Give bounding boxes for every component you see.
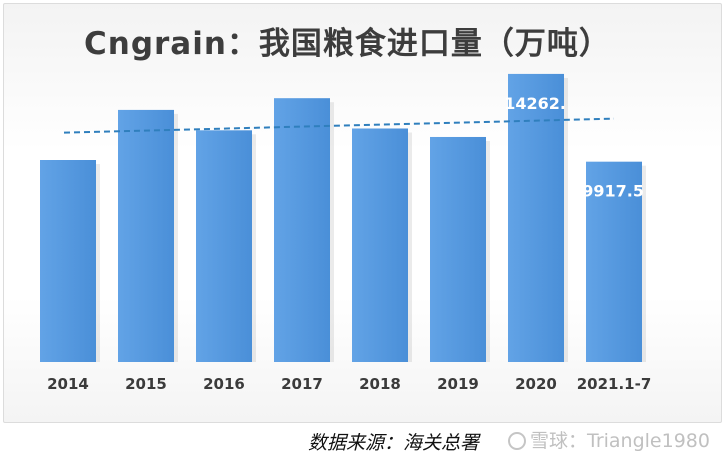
data-label: 14262. bbox=[504, 94, 566, 113]
bar-2014 bbox=[40, 160, 96, 362]
x-tick-label: 2017 bbox=[281, 375, 323, 393]
footer: 数据来源：海关总署 雪球：Triangle1980 bbox=[300, 424, 727, 456]
chart-title: Cngrain：我国粮食进口量（万吨） bbox=[84, 26, 611, 62]
x-tick-label: 2014 bbox=[47, 375, 89, 393]
data-label: 9917.5 bbox=[582, 182, 644, 201]
snowball-icon bbox=[508, 432, 526, 450]
watermark-text: 雪球：Triangle1980 bbox=[530, 430, 710, 452]
x-tick-label: 2020 bbox=[515, 375, 557, 393]
bar-chart: 2014 2015 2016 2017 2018 2019 2020 14262. 2021.1… bbox=[40, 73, 652, 393]
watermark: 雪球：Triangle1980 bbox=[508, 426, 710, 453]
bar-2015 bbox=[118, 109, 174, 363]
bar-2021.1-7 bbox=[586, 161, 642, 362]
bar-2018 bbox=[352, 128, 408, 362]
x-tick-label: 2016 bbox=[203, 375, 245, 393]
bar-2020 bbox=[508, 73, 564, 363]
bar-2016 bbox=[196, 130, 252, 362]
bar-2017 bbox=[274, 98, 330, 363]
x-tick-label: 2019 bbox=[437, 375, 479, 393]
data-source: 数据来源：海关总署 bbox=[308, 432, 480, 454]
trend-line bbox=[63, 117, 615, 134]
x-tick-label: 2018 bbox=[359, 375, 401, 393]
bar-2019 bbox=[430, 136, 486, 362]
x-tick-label: 2021.1-7 bbox=[577, 375, 652, 393]
chart-frame: 2014 2015 2016 2017 2018 2019 2020 14262. 2021.1… bbox=[3, 3, 722, 423]
x-tick-label: 2015 bbox=[125, 375, 167, 393]
